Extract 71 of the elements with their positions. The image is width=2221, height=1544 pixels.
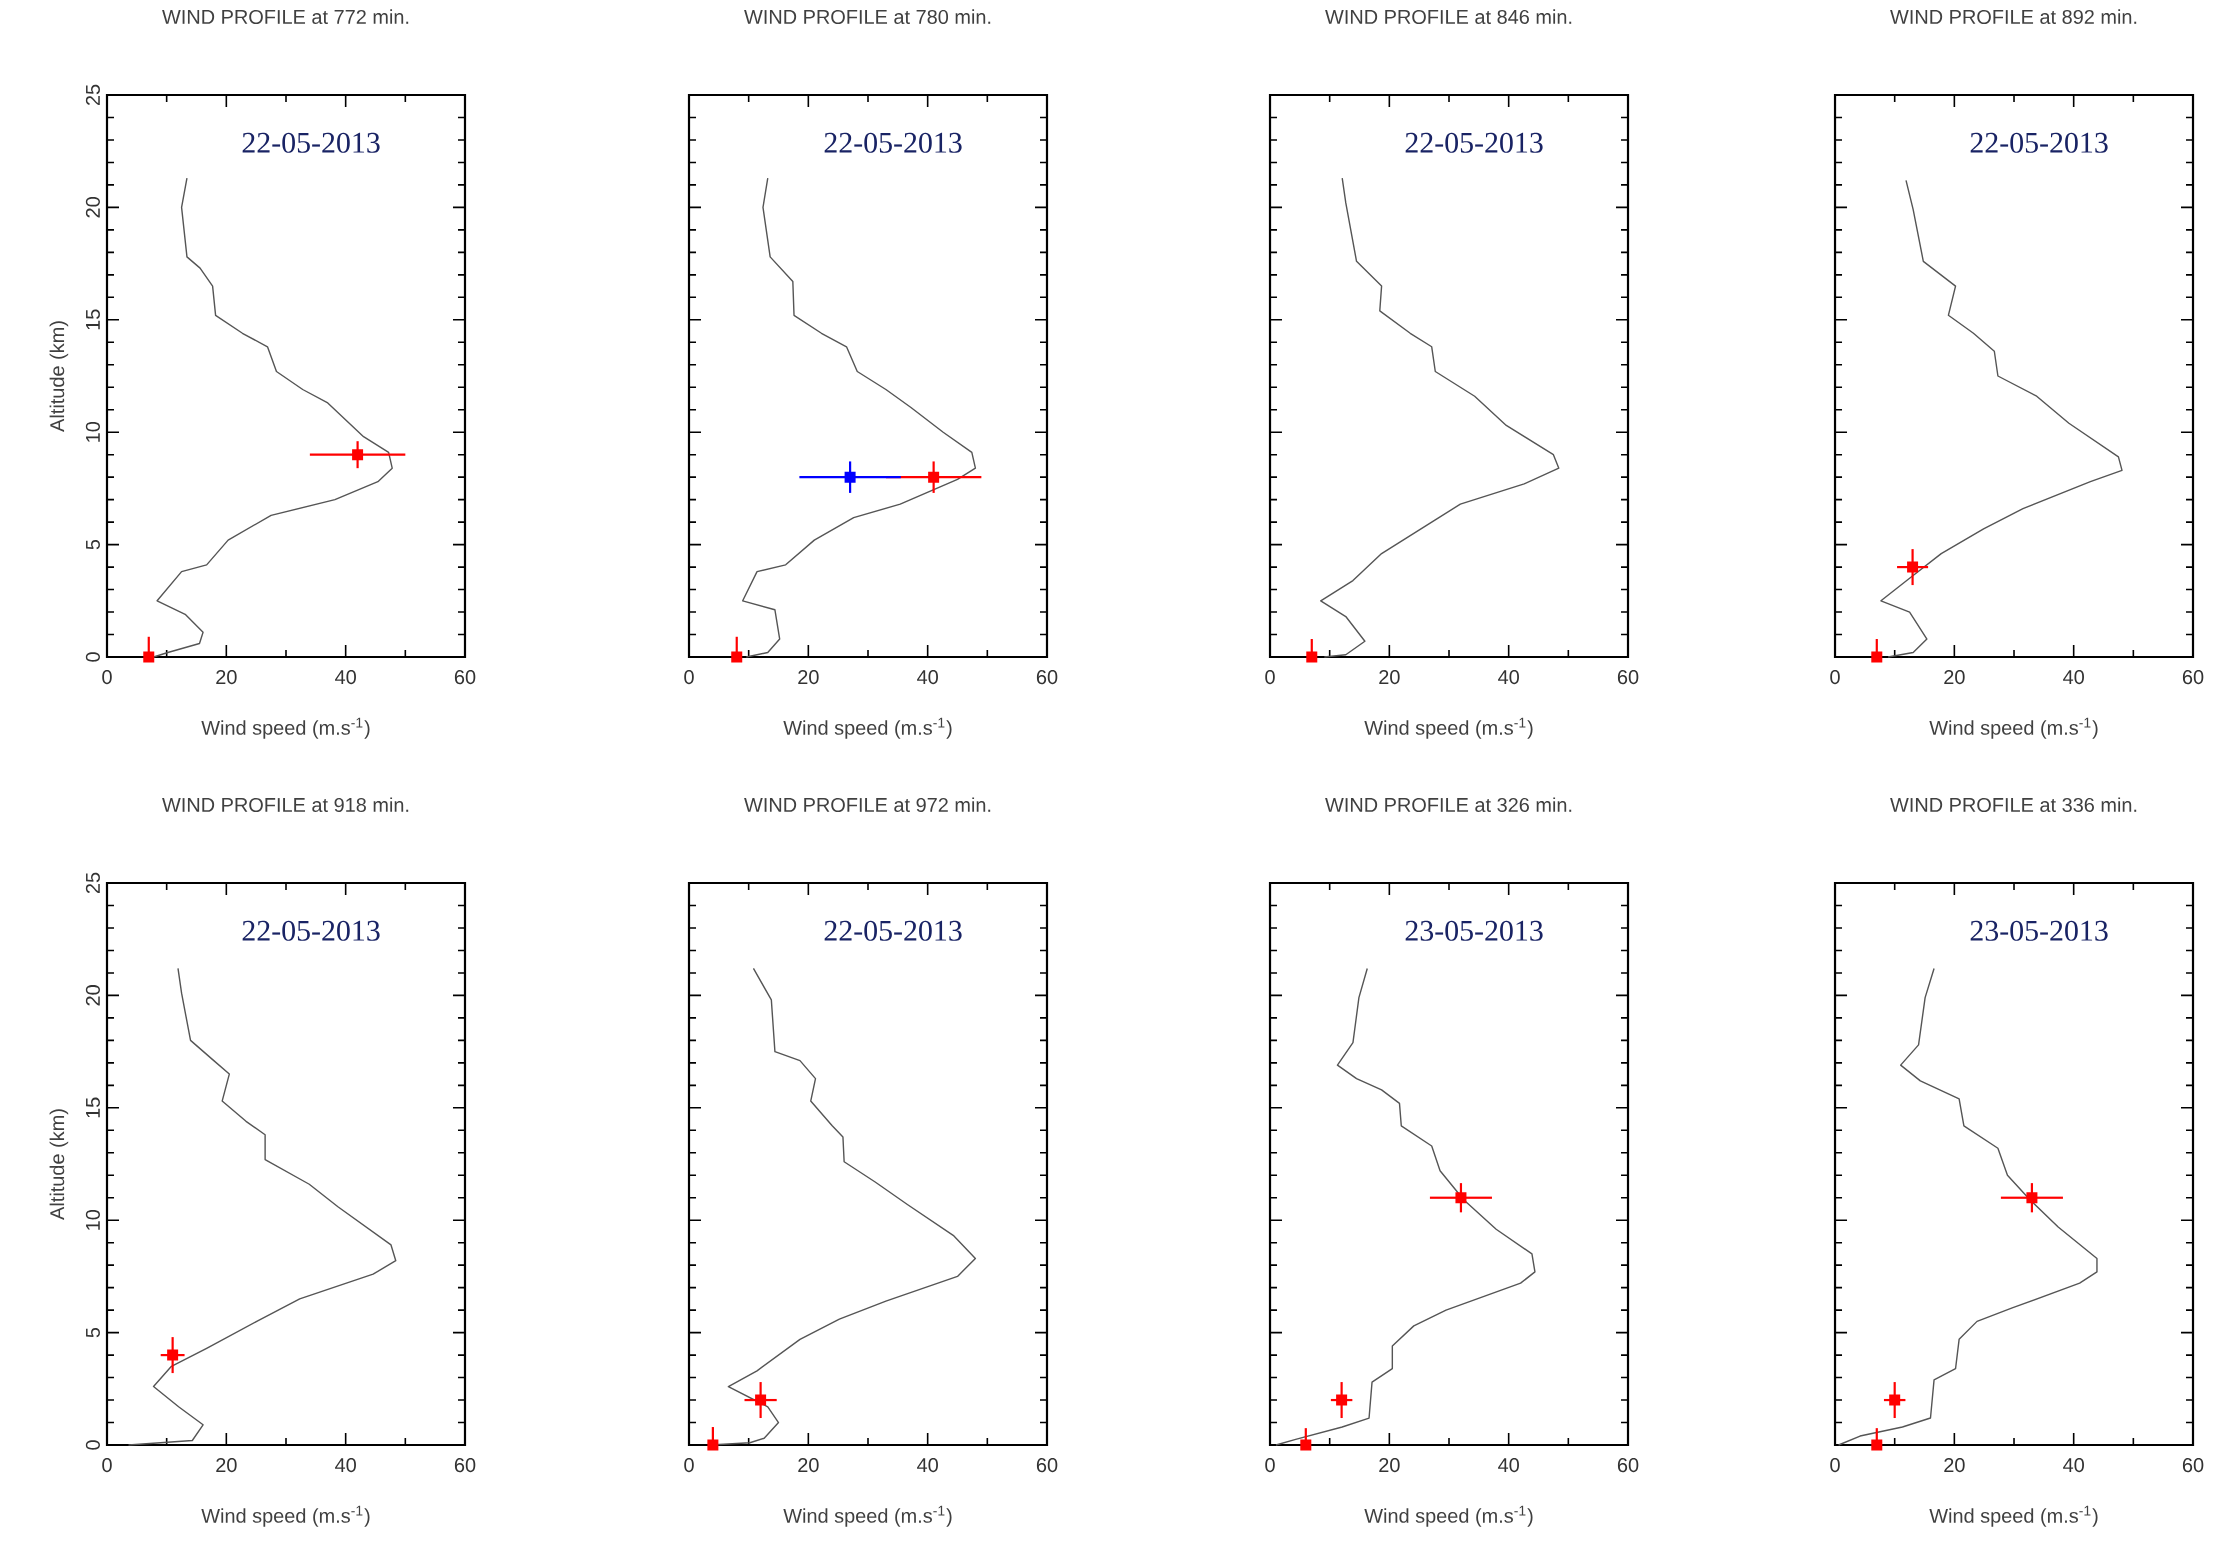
x-tick-label: 20 [1944,670,1965,685]
x-tick-label: 40 [335,670,356,685]
y-tick-label: 15 [86,1097,100,1118]
y-tick-label: 5 [86,539,100,550]
x-axis-title: Wind speed (m.s$^{-1}$) [783,717,952,739]
x-tick-label: 60 [2182,1458,2204,1473]
x-tick-label: 20 [798,670,819,685]
chart-title: WIND PROFILE at 336 min. [1890,797,2137,813]
x-tick-label: 0 [102,1458,112,1473]
annotation: 23-05-2013 [1405,920,1543,941]
x-axis-title: Wind speed (m.s$^{-1}$) [201,1505,370,1527]
x-tick-label: 60 [1036,670,1058,685]
x-tick-label: 40 [2063,670,2084,685]
chart-title: WIND PROFILE at 972 min. [744,797,991,813]
chart-title: WIND PROFILE at 772 min. [162,9,409,24]
chart-title: WIND PROFILE at 892 min. [1890,9,2137,24]
y-tick-label: 0 [85,1440,100,1450]
chart-title: WIND PROFILE at 918 min. [162,797,409,813]
y-tick-label: 0 [85,652,100,662]
y-tick-label: 15 [86,309,100,330]
x-tick-label: 40 [1498,1458,1519,1473]
x-tick-label: 20 [1944,1458,1965,1473]
x-axis-title: Wind speed (m.s$^{-1}$) [783,1505,952,1527]
x-tick-label: 0 [684,1458,694,1473]
x-axis-title: Wind speed (m.s$^{-1}$) [1929,1505,2098,1527]
y-tick-label: 25 [85,872,100,894]
y-tick-label: 20 [85,985,100,1006]
line-series [127,967,397,1446]
x-tick-label: 20 [216,670,237,685]
x-tick-label: 0 [1265,1458,1275,1473]
x-axis-title: Wind speed (m.s$^{-1}$) [1929,717,2098,739]
x-tick-label: 60 [2182,670,2204,685]
x-tick-label: 0 [1265,670,1275,685]
y-tick-label: 20 [85,197,100,218]
x-tick-label: 0 [684,670,694,685]
x-tick-label: 60 [454,1458,476,1473]
x-tick-label: 20 [798,1458,819,1473]
annotation: 22-05-2013 [824,920,962,941]
chart-title: WIND PROFILE at 846 min. [1325,9,1572,24]
y-tick-label: 10 [85,421,100,442]
chart-title: WIND PROFILE at 780 min. [744,9,991,24]
x-axis-title: Wind speed (m.s$^{-1}$) [1364,717,1533,739]
x-tick-label: 60 [1617,1458,1639,1473]
annotation: 23-05-2013 [1970,920,2108,941]
x-tick-label: 0 [102,670,112,685]
y-axis-title: Altitude (km) [49,321,69,432]
annotation: 22-05-2013 [1970,132,2108,153]
x-tick-label: 60 [1617,670,1639,685]
x-axis-title: Wind speed (m.s$^{-1}$) [1364,1505,1533,1527]
x-tick-label: 40 [1498,670,1519,685]
annotation: 22-05-2013 [1405,132,1543,153]
y-tick-label: 5 [86,1327,100,1338]
x-tick-label: 40 [335,1458,356,1473]
y-axis-title: Altitude (km) [49,1109,69,1220]
x-tick-label: 20 [216,1458,237,1473]
x-tick-label: 40 [2063,1458,2084,1473]
y-tick-label: 25 [85,84,100,106]
x-tick-label: 20 [1379,670,1400,685]
x-axis-title: Wind speed (m.s$^{-1}$) [201,717,370,739]
x-tick-label: 40 [917,670,938,685]
x-tick-label: 0 [1830,1458,1840,1473]
x-tick-label: 0 [1830,670,1840,685]
x-tick-label: 60 [454,670,476,685]
x-tick-label: 60 [1036,1458,1058,1473]
x-tick-label: 40 [917,1458,938,1473]
annotation: 22-05-2013 [242,132,380,153]
annotation: 22-05-2013 [824,132,962,153]
x-tick-label: 20 [1379,1458,1400,1473]
y-tick-label: 10 [85,1209,100,1230]
annotation: 22-05-2013 [242,920,380,941]
chart-title: WIND PROFILE at 326 min. [1325,797,1572,813]
